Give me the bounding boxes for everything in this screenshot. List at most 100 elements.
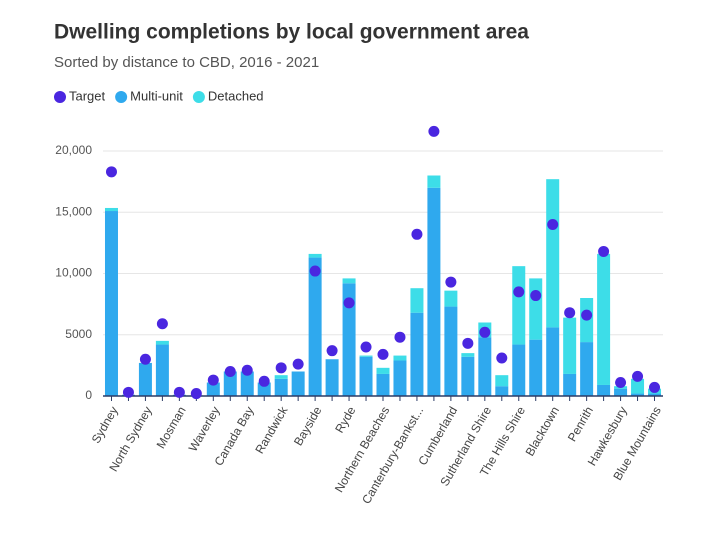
bar-segment <box>359 355 373 357</box>
y-tick-label: 15,000 <box>55 204 92 218</box>
target-dot <box>241 364 253 376</box>
target-dot <box>462 337 474 349</box>
bar-segment <box>393 355 407 361</box>
bar-segment <box>274 375 288 379</box>
target-dot <box>309 265 321 277</box>
chart-subtitle: Sorted by distance to CBD, 2016 - 2021 <box>54 54 319 71</box>
x-tick-label: Penrith <box>565 404 596 444</box>
bar-segment <box>257 382 271 396</box>
bar-segment <box>444 306 458 396</box>
bar-segment <box>580 342 594 396</box>
x-tick-label: Blacktown <box>523 404 562 458</box>
bar-segment <box>597 384 611 396</box>
bar-segment <box>546 179 560 328</box>
bar-segment <box>529 339 543 396</box>
target-dot <box>207 374 219 386</box>
bar-segment <box>631 393 645 396</box>
bar-segment <box>597 253 611 385</box>
bar-segment <box>410 312 424 396</box>
bar-segment <box>376 373 390 396</box>
bar-segment <box>495 375 509 387</box>
bar-segment <box>512 266 526 345</box>
bar-segment <box>308 253 322 258</box>
target-dot <box>649 381 661 393</box>
x-tick-label: Bayside <box>291 404 325 448</box>
bar-segment <box>223 371 237 396</box>
legend-label: Target <box>69 88 106 103</box>
bar-segment <box>274 378 288 396</box>
bar-segment <box>240 371 254 396</box>
bar-segment <box>410 288 424 313</box>
target-dot <box>139 353 151 365</box>
target-dot <box>598 245 610 257</box>
bar-segment <box>512 344 526 396</box>
target-dot <box>224 366 236 377</box>
bar-segment <box>155 344 169 396</box>
target-dot <box>190 388 202 400</box>
target-dot <box>496 352 508 364</box>
legend-marker <box>115 91 128 103</box>
target-dot <box>547 219 559 230</box>
bar-segment <box>155 340 169 345</box>
bar-segment <box>325 359 339 396</box>
y-tick-label: 0 <box>85 388 92 402</box>
target-dot <box>258 375 270 387</box>
target-dot <box>581 309 593 321</box>
target-dot <box>428 125 440 137</box>
target-dot <box>173 386 185 398</box>
target-dot <box>445 276 457 288</box>
legend-label: Multi-unit <box>130 88 183 103</box>
bar-segment <box>563 373 577 396</box>
bar-segment <box>546 327 560 396</box>
target-dot <box>530 290 542 302</box>
bar-segment <box>104 211 118 396</box>
bar-segment <box>529 278 543 340</box>
bar-segment <box>291 371 305 396</box>
bar-segment <box>206 382 220 396</box>
bar-segment <box>376 367 390 374</box>
y-tick-label: 20,000 <box>55 143 92 157</box>
x-tick-label: Sydney <box>89 404 121 446</box>
bar-segment <box>461 353 475 357</box>
x-tick-label: Mosman <box>154 404 189 451</box>
target-dot <box>411 228 423 240</box>
target-dot <box>105 166 117 178</box>
legend-label: Detached <box>208 88 264 103</box>
target-dot <box>377 348 389 360</box>
target-dot <box>343 297 355 309</box>
x-tick-label: Canterbury-Bankst... <box>359 404 426 506</box>
bar-segment <box>393 360 407 396</box>
bar-segment <box>478 337 492 396</box>
bar-segment <box>444 290 458 307</box>
target-dot <box>394 331 406 343</box>
legend-marker <box>192 91 205 103</box>
bar-segment <box>648 393 662 396</box>
bar-segment <box>614 388 628 396</box>
target-dot <box>632 370 644 382</box>
target-dot <box>564 307 576 319</box>
bar-segment <box>495 386 509 396</box>
target-dot <box>156 318 168 330</box>
bar-segment <box>359 356 373 396</box>
bar-segment <box>104 207 118 212</box>
bar-segment <box>427 187 441 396</box>
x-tick-label: Randwick <box>252 403 291 456</box>
bar-segment <box>427 175 441 188</box>
bar-segment <box>308 257 322 396</box>
target-dot <box>122 386 134 398</box>
target-dot <box>292 358 304 370</box>
bar-segment <box>631 378 645 394</box>
target-dot <box>360 341 372 353</box>
legend-marker <box>54 91 66 103</box>
bar-segment <box>563 317 577 374</box>
target-dot <box>275 362 287 374</box>
target-dot <box>326 345 338 357</box>
target-dot <box>513 286 525 298</box>
y-tick-label: 5000 <box>65 327 92 341</box>
bar-segment <box>342 283 356 396</box>
chart-title: Dwelling completions by local government… <box>54 21 529 44</box>
bar-segment <box>461 356 475 396</box>
target-dot <box>615 377 627 389</box>
y-tick-label: 10,000 <box>55 266 92 280</box>
